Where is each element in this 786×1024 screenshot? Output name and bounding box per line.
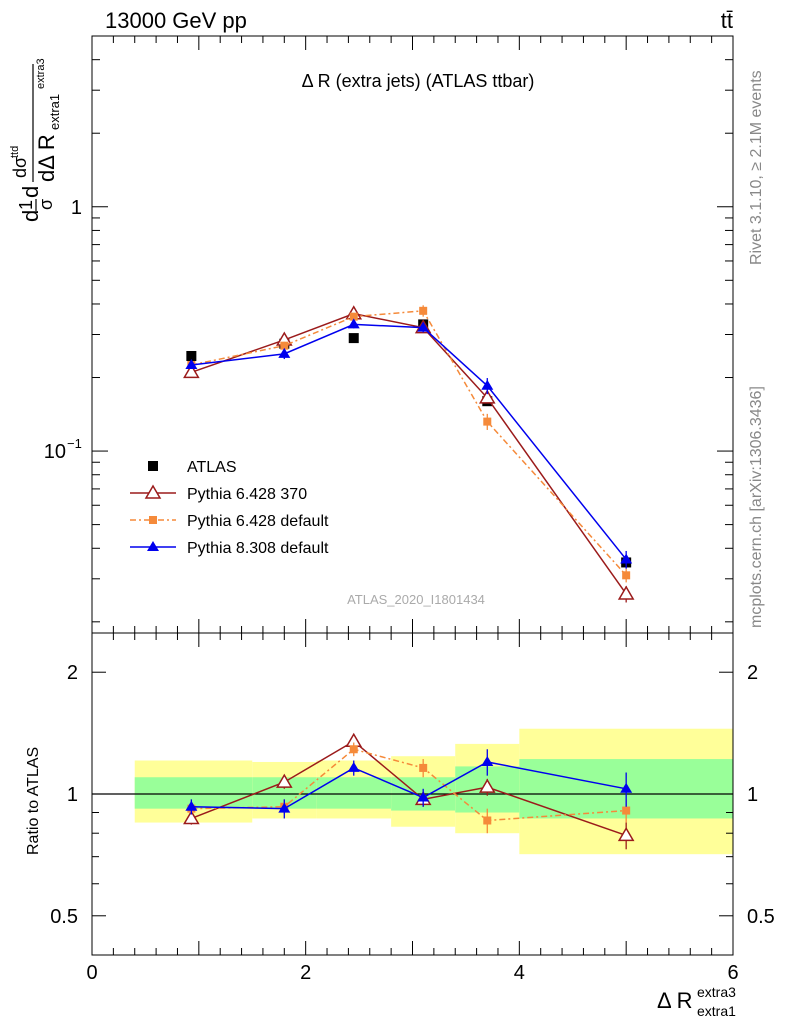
- data-point-py6_370: [183, 363, 200, 379]
- data-point-py8_def: [185, 359, 198, 370]
- x-tick-label: 4: [514, 962, 525, 984]
- band-inner-0: [134, 777, 253, 809]
- series-line-py8_def: [191, 761, 627, 810]
- svg-text:dΔ R: dΔ R: [34, 134, 59, 182]
- ratio-ytick-label-right: 1: [747, 784, 758, 806]
- band-inner-2: [316, 777, 392, 809]
- ratio-panel-frame: [91, 632, 734, 956]
- legend-marker-py6_370: [144, 484, 162, 499]
- analysis-id: ATLAS_2020_I1801434: [347, 592, 485, 607]
- data-point-py6_def: [280, 341, 289, 350]
- data-point-atlas: [186, 350, 197, 361]
- data-point-py6_def: [349, 745, 358, 754]
- svg-text:dσ: dσ: [10, 157, 30, 178]
- ratio-ytick-label-right: 0.5: [747, 906, 775, 928]
- svg-text:d: d: [18, 186, 43, 198]
- data-point-py8_def: [620, 553, 633, 564]
- svg-text:extra1: extra1: [697, 1003, 736, 1019]
- svg-text:extra3: extra3: [697, 984, 736, 1000]
- series-line-py6_370: [191, 312, 627, 595]
- data-point-py6_370: [617, 585, 635, 600]
- x-tick-label: 2: [300, 962, 311, 984]
- svg-text:Δ R: Δ R: [657, 988, 692, 1013]
- data-point-py8_def: [481, 755, 494, 766]
- data-point-py8_def: [481, 379, 494, 390]
- svg-text:extra1: extra1: [47, 94, 62, 130]
- ratio-axis-ticks: 0.5 0.5 1 1 2 2 0 2 4 6: [50, 633, 775, 984]
- data-point-py6_def: [419, 306, 428, 315]
- data-point-py6_def: [349, 312, 358, 321]
- mcplots-label: mcplots.cern.ch [arXiv:1306.3436]: [748, 386, 765, 628]
- data-point-py6_370: [478, 389, 496, 404]
- ratio-ytick-label-left: 2: [67, 662, 78, 684]
- main-ytick-label: 1: [71, 197, 82, 219]
- legend-label-py6_def: Pythia 6.428 default: [187, 513, 329, 530]
- svg-text:ttd: ttd: [9, 146, 21, 158]
- data-point-py8_def: [620, 782, 633, 793]
- x-tick-label: 0: [86, 962, 97, 984]
- ratio-ytick-label-right: 2: [747, 662, 758, 684]
- data-point-py8_def: [347, 761, 360, 772]
- data-point-py6_def: [622, 571, 631, 580]
- data-point-py6_def: [419, 763, 428, 772]
- header-left: 13000 GeV pp: [105, 8, 247, 33]
- data-point-py8_def: [417, 791, 430, 802]
- main-ytick-label-exp: −1: [67, 436, 82, 451]
- series-line-py6_370: [191, 740, 627, 837]
- svg-text:extra3: extra3: [35, 58, 47, 89]
- series-line-py6_def: [191, 310, 627, 576]
- data-point-py6_370: [478, 778, 496, 793]
- ratio-ytick-label-left: 1: [67, 784, 78, 806]
- svg-text:1: 1: [16, 200, 36, 210]
- data-point-atlas: [348, 333, 359, 344]
- data-point-py8_def: [278, 347, 291, 358]
- series-line-py6_def: [191, 748, 627, 822]
- data-point-py6_def: [483, 816, 492, 825]
- x-tick-label: 6: [727, 962, 738, 984]
- legend-marker-py6_def: [149, 516, 157, 524]
- svg-text:d: d: [18, 210, 43, 222]
- legend-marker-atlas: [148, 461, 158, 471]
- data-point-py6_def: [622, 806, 631, 815]
- legend: ATLAS Pythia 6.428 370 Pythia 6.428 defaul…: [130, 459, 329, 557]
- data-point-py6_370: [275, 773, 293, 788]
- legend-label-py6_370: Pythia 6.428 370: [187, 486, 307, 503]
- data-point-py8_def: [417, 321, 430, 332]
- header-right: tt̄: [721, 8, 733, 33]
- legend-label-py8_def: Pythia 8.308 default: [187, 540, 329, 557]
- legend-label-atlas: ATLAS: [187, 459, 237, 476]
- data-point-py6_370: [183, 809, 200, 825]
- main-ytick-label: 10: [44, 441, 66, 463]
- main-axis-ticks: 1 10 −1: [44, 35, 734, 633]
- x-axis-label: Δ R extra1 extra3: [657, 984, 736, 1019]
- data-point-py8_def: [347, 318, 360, 329]
- main-y-axis-label: d 1 σ d dσ ttd dΔ R extra1 extra3: [9, 58, 62, 222]
- series-line-py8_def: [191, 323, 627, 560]
- main-series-layer: [183, 305, 635, 603]
- legend-marker-py8_def: [147, 541, 159, 551]
- rivet-label: Rivet 3.1.10, ≥ 2.1M events: [748, 70, 765, 265]
- ratio-series-layer: [183, 732, 635, 850]
- ratio-ytick-label-left: 0.5: [50, 906, 78, 928]
- svg-text:σ: σ: [36, 199, 56, 210]
- main-title: Δ R (extra jets) (ATLAS ttbar): [302, 71, 535, 91]
- data-point-py6_def: [483, 417, 492, 426]
- ratio-y-axis-label: Ratio to ATLAS: [25, 747, 42, 855]
- data-point-py8_def: [185, 800, 198, 811]
- data-point-py6_370: [617, 826, 635, 842]
- data-point-py8_def: [278, 802, 291, 813]
